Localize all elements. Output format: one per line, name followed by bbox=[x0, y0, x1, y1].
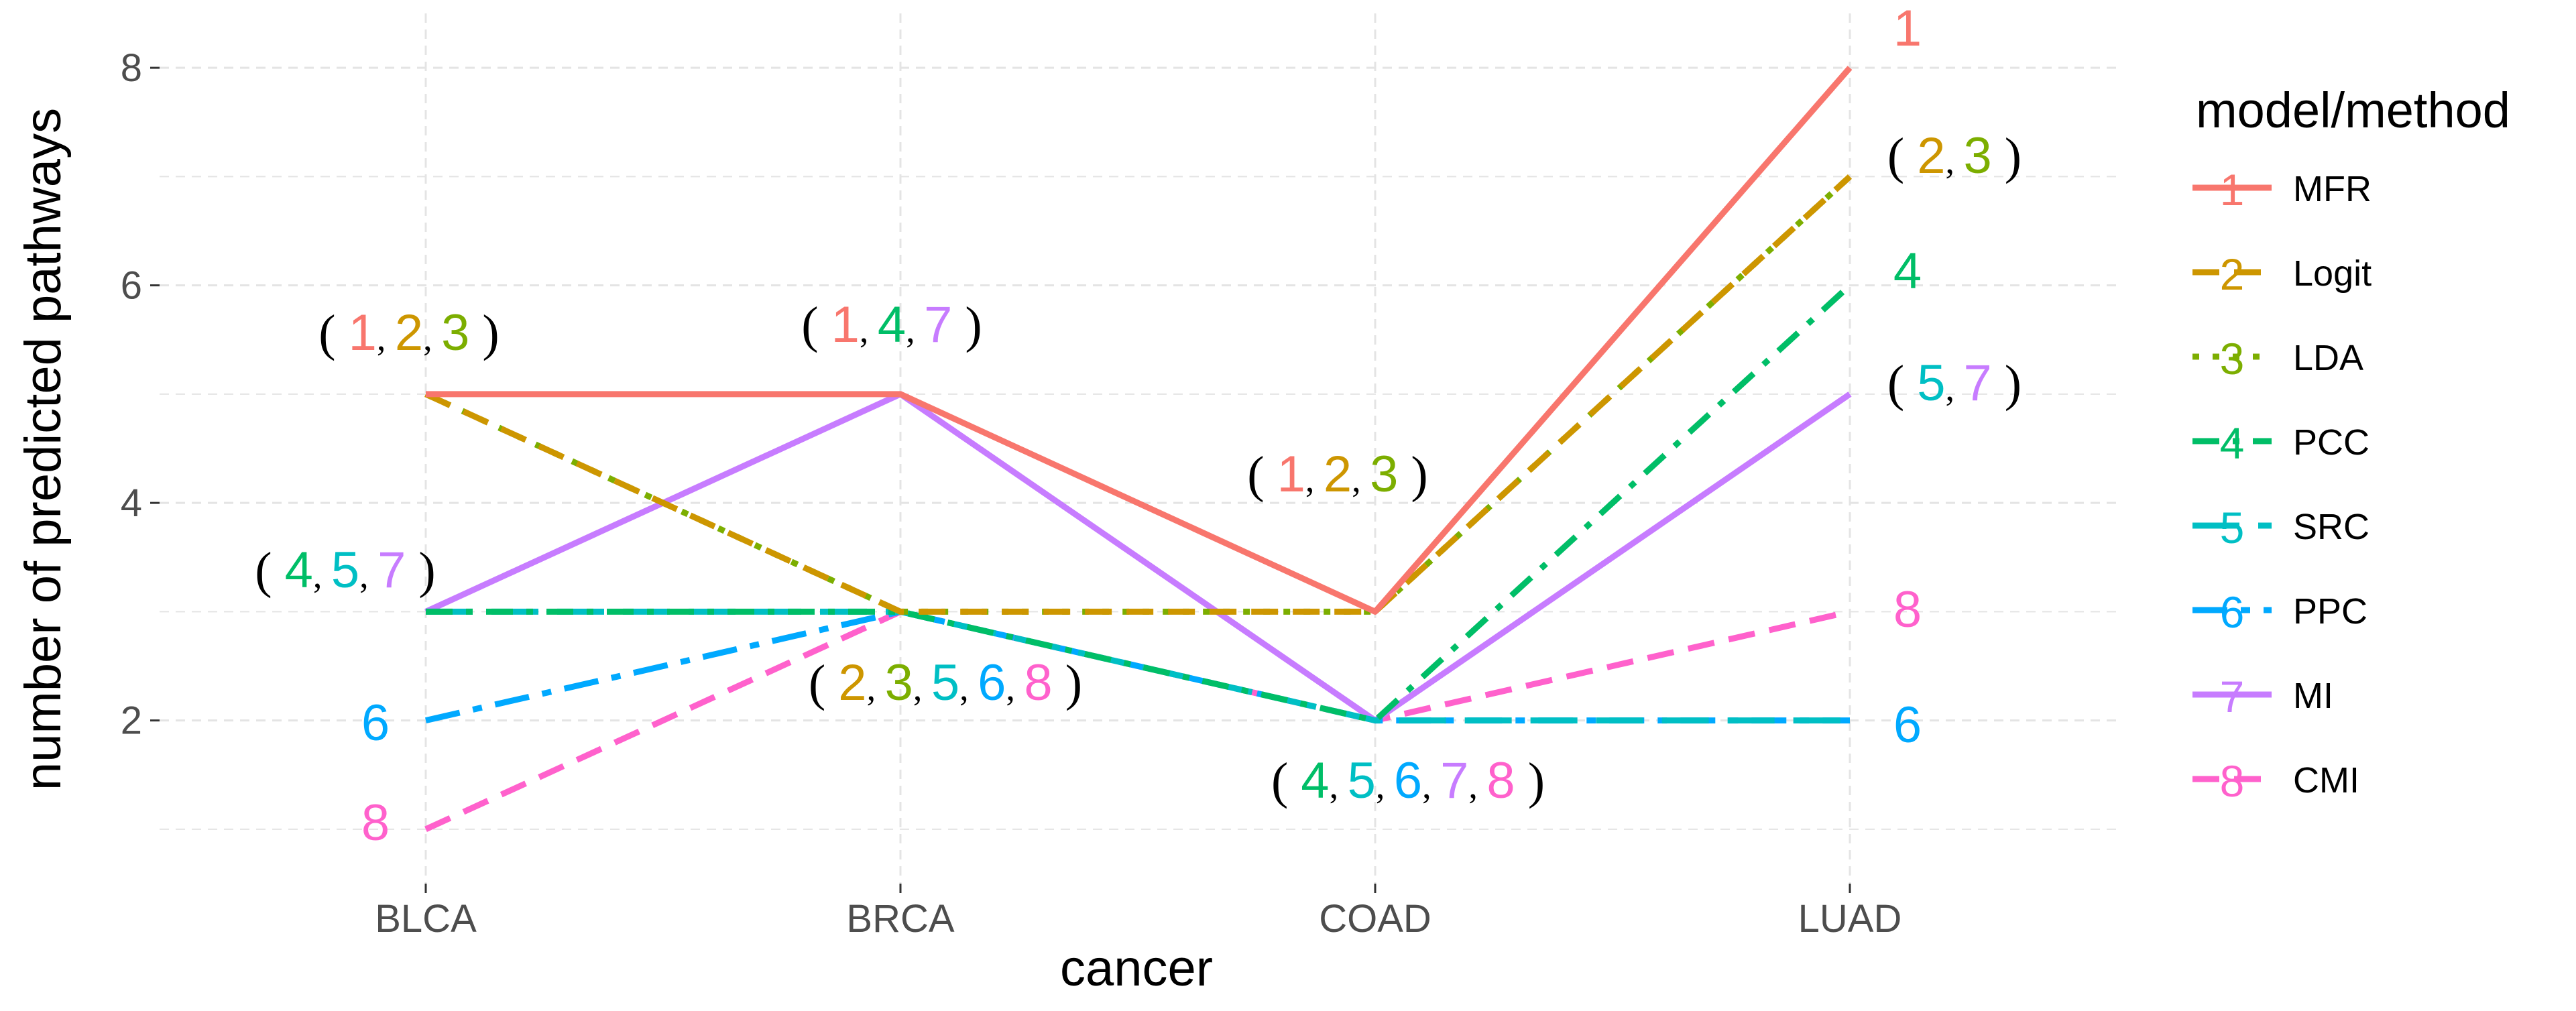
y-tick-label: 2 bbox=[121, 699, 142, 743]
legend-item-ppc: 6 PPC bbox=[2192, 587, 2367, 637]
legend-item-logit: 2 Logit bbox=[2192, 249, 2372, 299]
legend-item-pcc: 4 PCC bbox=[2192, 418, 2369, 468]
y-axis-title: number of predicted pathways bbox=[15, 108, 72, 790]
x-axis-title: cancer bbox=[1060, 940, 1213, 997]
legend-label: MFR bbox=[2293, 169, 2372, 209]
x-tick-label: COAD bbox=[1319, 897, 1431, 941]
point-annotation: ( 1, 2, 3 ) bbox=[318, 304, 499, 361]
y-tick-label: 6 bbox=[121, 264, 142, 308]
legend-item-mi: 7 MI bbox=[2192, 672, 2333, 721]
legend-item-cmi: 8 CMI bbox=[2192, 756, 2359, 806]
series-line-mfr bbox=[426, 66, 1853, 615]
x-axis: BLCA BRCA COAD LUAD bbox=[375, 884, 1901, 941]
point-annotation: ( 4, 5, 6, 7, 8 ) bbox=[1271, 752, 1545, 809]
legend-item-lda: 3 LDA bbox=[2192, 334, 2363, 383]
legend-label: CMI bbox=[2293, 760, 2359, 800]
legend-label: SRC bbox=[2293, 507, 2369, 547]
grid bbox=[160, 13, 2122, 884]
legend-key-number: 4 bbox=[2220, 418, 2245, 468]
point-annotation: ( 2, 3, 5, 6, 8 ) bbox=[809, 654, 1082, 711]
point-annotation: ( 1, 2, 3 ) bbox=[1247, 446, 1427, 503]
legend-key-number: 8 bbox=[2220, 756, 2245, 806]
legend-label: PCC bbox=[2293, 422, 2369, 463]
legend-key-number: 1 bbox=[2220, 165, 2245, 215]
point-annotation: 1 bbox=[1893, 0, 1922, 57]
legend-key-number: 7 bbox=[2220, 672, 2245, 721]
legend-key-number: 5 bbox=[2220, 503, 2245, 552]
series-line-src bbox=[426, 608, 1850, 724]
point-annotation: ( 1, 4, 7 ) bbox=[801, 296, 982, 353]
x-tick-label: BRCA bbox=[846, 897, 954, 941]
series-lines bbox=[424, 66, 1853, 832]
legend-item-mfr: 1 MFR bbox=[2192, 165, 2372, 215]
x-tick-label: BLCA bbox=[375, 897, 477, 941]
point-annotation: 6 bbox=[361, 695, 390, 752]
legend-item-src: 5 SRC bbox=[2192, 503, 2369, 552]
legend-label: PPC bbox=[2293, 591, 2367, 632]
y-tick-label: 8 bbox=[121, 46, 142, 90]
point-annotation: 8 bbox=[361, 794, 390, 851]
legend-key-number: 3 bbox=[2220, 334, 2245, 383]
point-annotation: 4 bbox=[1893, 243, 1922, 300]
point-annotation: ( 5, 7 ) bbox=[1887, 355, 2022, 412]
legend: model/method 1 MFR 2 Logit 3 LDA 4 PCC 5 SRC 6 PPC 7… bbox=[2192, 82, 2510, 806]
x-tick-label: LUAD bbox=[1798, 897, 1902, 941]
legend-title: model/method bbox=[2196, 82, 2510, 138]
annotations: ( 1, 2, 3 ) ( 4, 5, 7 ) 6 8 ( 1, 4, 7 ) ( 2, … bbox=[255, 0, 2022, 851]
legend-key-number: 6 bbox=[2220, 587, 2245, 637]
series-line-logit bbox=[424, 174, 1853, 615]
series-line-ppc bbox=[424, 608, 1850, 724]
y-tick-label: 4 bbox=[121, 481, 142, 525]
legend-label: LDA bbox=[2293, 338, 2363, 378]
series-line-pcc bbox=[426, 283, 1853, 724]
point-annotation: 6 bbox=[1893, 697, 1922, 754]
point-annotation: ( 4, 5, 7 ) bbox=[255, 542, 435, 599]
legend-label: MI bbox=[2293, 676, 2333, 716]
point-annotation: 8 bbox=[1893, 581, 1922, 638]
point-annotation: ( 2, 3 ) bbox=[1887, 127, 2022, 184]
legend-label: Logit bbox=[2293, 253, 2372, 294]
legend-key-number: 2 bbox=[2220, 249, 2245, 299]
y-axis: 2 4 6 8 bbox=[121, 46, 160, 743]
